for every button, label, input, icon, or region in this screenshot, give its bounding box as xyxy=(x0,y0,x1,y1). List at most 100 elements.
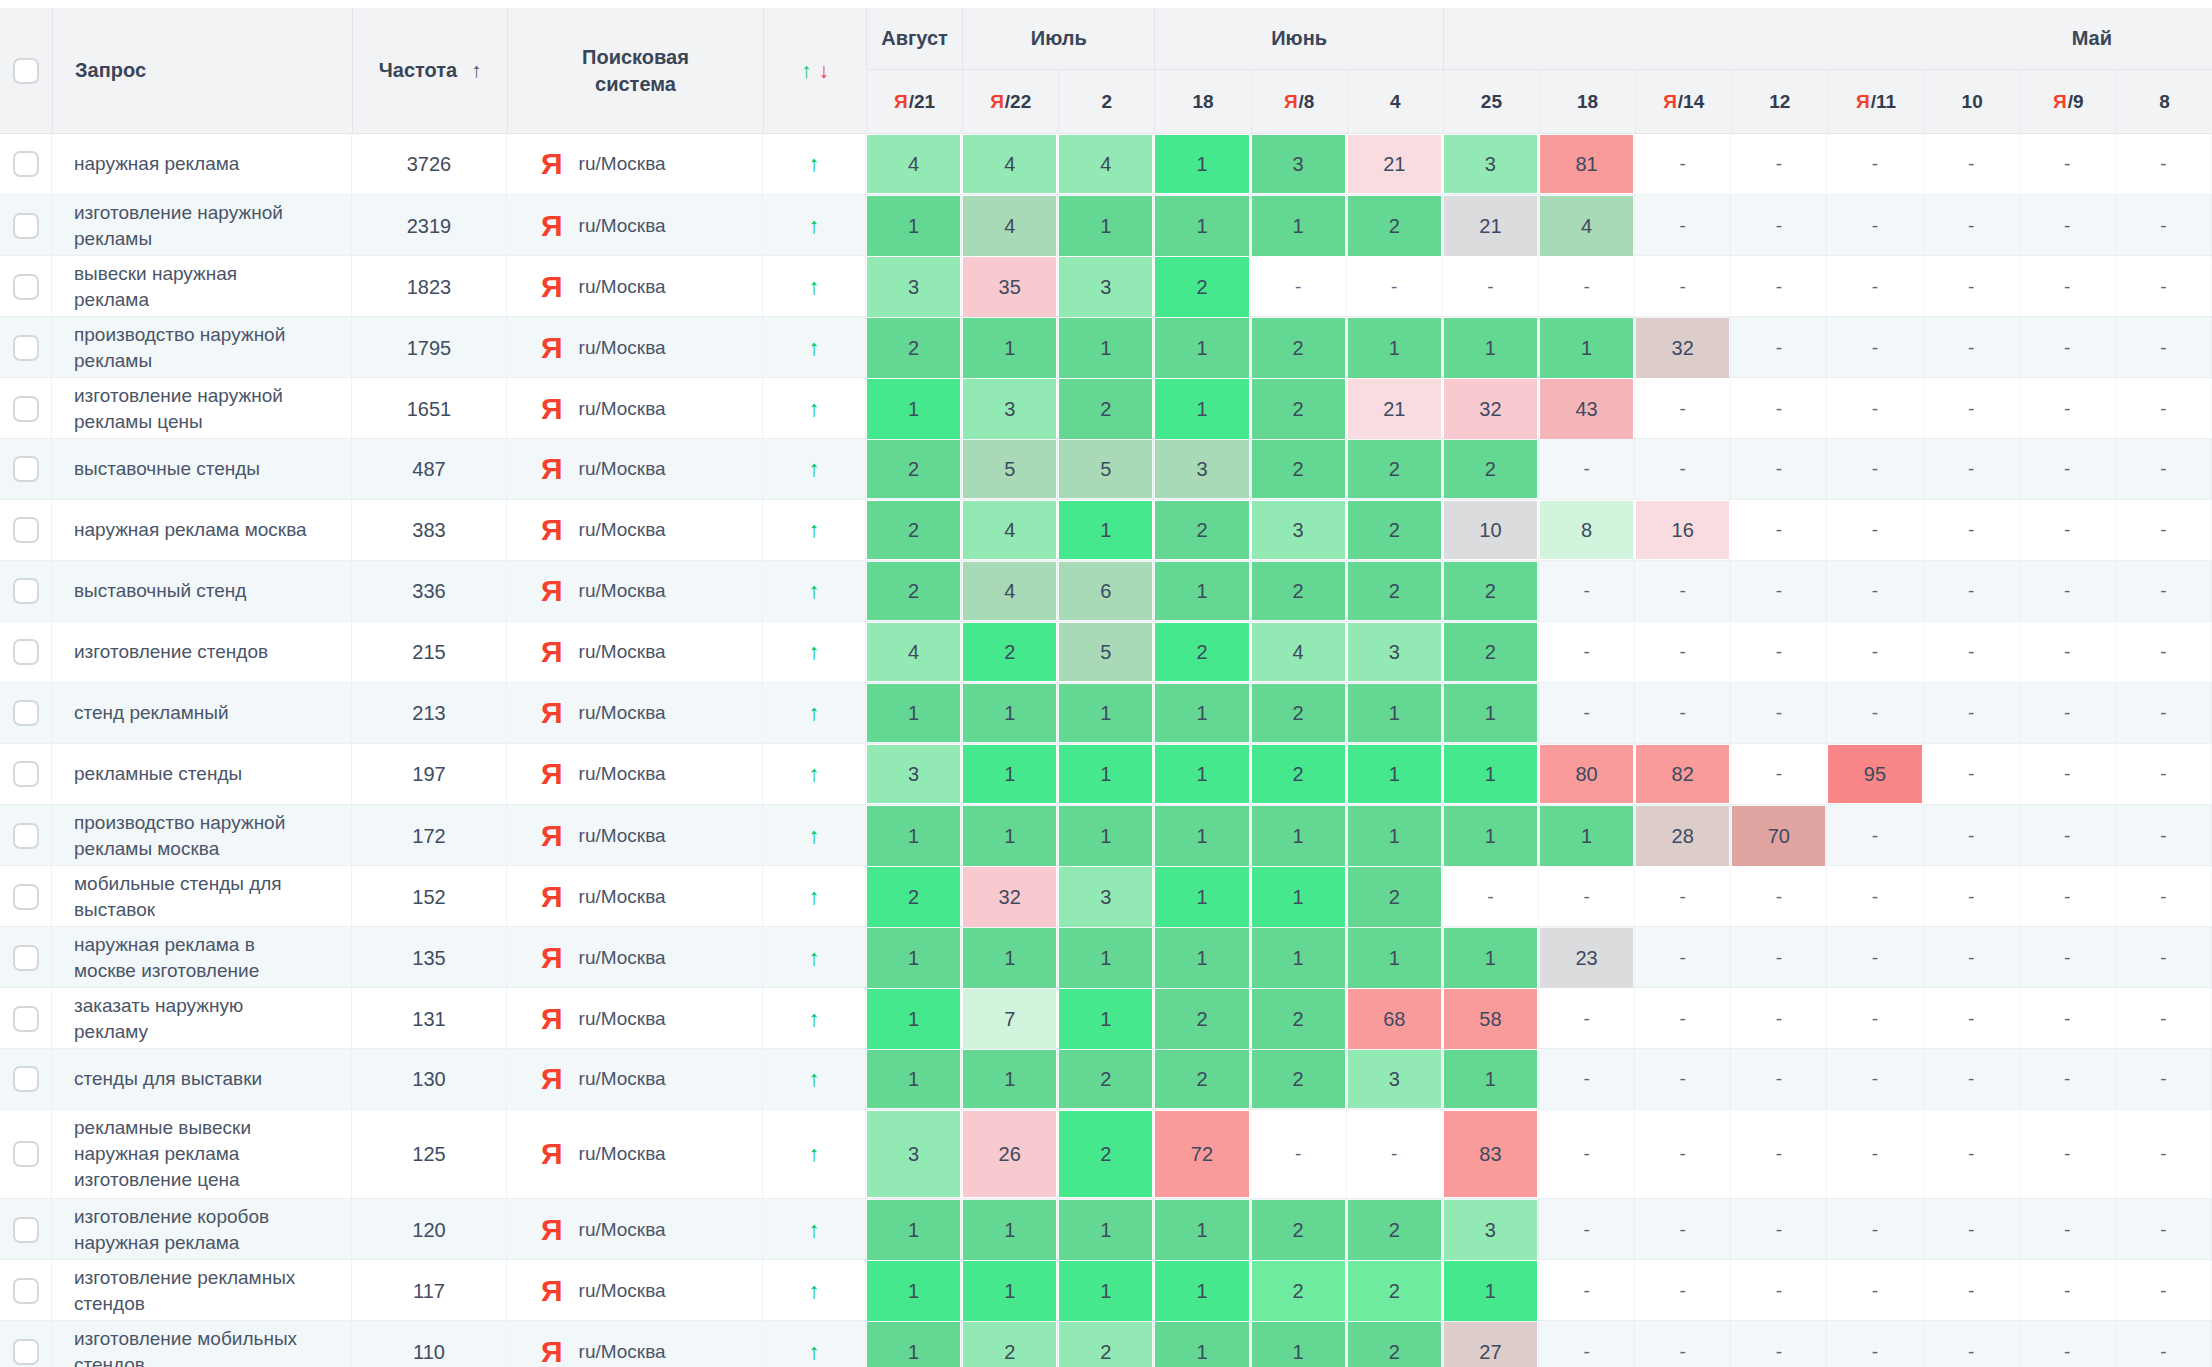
position-cell[interactable]: - xyxy=(1635,1321,1731,1367)
row-checkbox[interactable] xyxy=(13,1141,39,1167)
query-cell[interactable]: вывески наружная реклама xyxy=(52,256,352,318)
position-cell[interactable]: 1 xyxy=(1058,683,1154,743)
position-cell[interactable]: 3 xyxy=(1251,500,1347,560)
row-checkbox[interactable] xyxy=(13,578,39,604)
position-cell[interactable]: - xyxy=(1827,256,1923,318)
position-cell[interactable]: 5 xyxy=(1058,622,1154,682)
position-cell[interactable]: 35 xyxy=(962,256,1058,318)
position-cell[interactable]: 3 xyxy=(866,1110,962,1198)
position-cell[interactable]: 7 xyxy=(962,988,1058,1050)
position-cell[interactable]: 43 xyxy=(1539,378,1635,440)
date-column-header[interactable]: Я/11 xyxy=(1827,70,1923,133)
position-cell[interactable]: - xyxy=(2116,1049,2212,1109)
position-cell[interactable]: 3 xyxy=(866,256,962,318)
row-checkbox[interactable] xyxy=(13,1217,39,1243)
position-cell[interactable]: - xyxy=(2020,500,2116,560)
position-cell[interactable]: 1 xyxy=(1154,683,1250,743)
position-cell[interactable]: 1 xyxy=(1443,317,1539,379)
position-cell[interactable]: 2 xyxy=(866,439,962,499)
position-cell[interactable]: 1 xyxy=(1058,744,1154,804)
position-cell[interactable]: - xyxy=(2116,256,2212,318)
position-cell[interactable]: 1 xyxy=(866,927,962,989)
position-cell[interactable]: 2 xyxy=(1251,744,1347,804)
position-cell[interactable]: 4 xyxy=(866,622,962,682)
position-cell[interactable]: - xyxy=(1731,1199,1827,1261)
query-cell[interactable]: мобильные стенды для выставок xyxy=(52,866,352,928)
position-cell[interactable]: - xyxy=(1539,683,1635,743)
position-cell[interactable]: 2 xyxy=(1347,561,1443,621)
position-cell[interactable]: 1 xyxy=(962,683,1058,743)
position-cell[interactable]: 2 xyxy=(1251,988,1347,1050)
position-cell[interactable]: - xyxy=(1731,500,1827,560)
position-cell[interactable]: - xyxy=(1635,1049,1731,1109)
position-cell[interactable]: 3 xyxy=(1058,256,1154,318)
position-cell[interactable]: 4 xyxy=(962,561,1058,621)
position-cell[interactable]: 70 xyxy=(1731,805,1827,867)
position-cell[interactable]: 1 xyxy=(1154,866,1250,928)
position-cell[interactable]: - xyxy=(1731,439,1827,499)
position-cell[interactable]: - xyxy=(1827,683,1923,743)
position-cell[interactable]: - xyxy=(1539,1110,1635,1198)
date-column-header[interactable]: Я/9 xyxy=(2020,70,2116,133)
date-column-header[interactable]: Я/22 xyxy=(962,70,1058,133)
position-cell[interactable]: - xyxy=(1635,1110,1731,1198)
position-cell[interactable]: - xyxy=(2116,500,2212,560)
position-cell[interactable]: - xyxy=(1827,988,1923,1050)
row-checkbox[interactable] xyxy=(13,1339,39,1365)
position-cell[interactable]: - xyxy=(1539,1321,1635,1367)
position-cell[interactable]: - xyxy=(1924,378,2020,440)
position-cell[interactable]: 72 xyxy=(1154,1110,1250,1198)
row-checkbox[interactable] xyxy=(13,151,39,177)
position-cell[interactable]: 1 xyxy=(1539,805,1635,867)
position-cell[interactable]: 26 xyxy=(962,1110,1058,1198)
position-cell[interactable]: 1 xyxy=(962,1049,1058,1109)
position-cell[interactable]: - xyxy=(2116,805,2212,867)
row-checkbox[interactable] xyxy=(13,396,39,422)
position-cell[interactable]: 32 xyxy=(1443,378,1539,440)
position-cell[interactable]: - xyxy=(2020,1110,2116,1198)
column-header-query[interactable]: Запрос xyxy=(52,8,352,133)
position-cell[interactable]: 1 xyxy=(1251,866,1347,928)
position-cell[interactable]: 2 xyxy=(1251,317,1347,379)
position-cell[interactable]: - xyxy=(1539,1260,1635,1322)
position-cell[interactable]: 1 xyxy=(1058,500,1154,560)
position-cell[interactable]: 2 xyxy=(1154,500,1250,560)
position-cell[interactable]: - xyxy=(2116,1321,2212,1367)
position-cell[interactable]: - xyxy=(1347,1110,1443,1198)
position-cell[interactable]: 1 xyxy=(1154,195,1250,257)
position-cell[interactable]: - xyxy=(2116,317,2212,379)
position-cell[interactable]: 1 xyxy=(1154,744,1250,804)
row-checkbox[interactable] xyxy=(13,335,39,361)
position-cell[interactable]: 2 xyxy=(1058,1110,1154,1198)
position-cell[interactable]: - xyxy=(2116,439,2212,499)
position-cell[interactable]: 1 xyxy=(1154,317,1250,379)
query-cell[interactable]: наружная реклама в москве изготовление xyxy=(52,927,352,989)
date-column-header[interactable]: Я/8 xyxy=(1251,70,1347,133)
position-cell[interactable]: 1 xyxy=(1443,744,1539,804)
position-cell[interactable]: - xyxy=(1635,439,1731,499)
position-cell[interactable]: 3 xyxy=(1443,134,1539,194)
query-cell[interactable]: выставочные стенды xyxy=(52,439,352,499)
position-cell[interactable]: 1 xyxy=(962,1199,1058,1261)
position-cell[interactable]: 1 xyxy=(1251,927,1347,989)
position-cell[interactable]: 2 xyxy=(1347,195,1443,257)
position-cell[interactable]: 2 xyxy=(866,317,962,379)
position-cell[interactable]: - xyxy=(1827,805,1923,867)
date-column-header[interactable]: 8 xyxy=(2116,70,2212,133)
position-cell[interactable]: 2 xyxy=(1251,439,1347,499)
position-cell[interactable]: 28 xyxy=(1635,805,1731,867)
date-column-header[interactable]: 4 xyxy=(1347,70,1443,133)
position-cell[interactable]: - xyxy=(1827,439,1923,499)
position-cell[interactable]: - xyxy=(1731,866,1827,928)
position-cell[interactable]: 1 xyxy=(866,988,962,1050)
position-cell[interactable]: 2 xyxy=(1347,439,1443,499)
position-cell[interactable]: - xyxy=(1635,561,1731,621)
position-cell[interactable]: - xyxy=(1731,195,1827,257)
position-cell[interactable]: - xyxy=(1827,1260,1923,1322)
query-cell[interactable]: наружная реклама xyxy=(52,134,352,194)
position-cell[interactable]: - xyxy=(2020,439,2116,499)
position-cell[interactable]: 1 xyxy=(1443,1049,1539,1109)
position-cell[interactable]: 3 xyxy=(1251,134,1347,194)
position-cell[interactable]: 4 xyxy=(866,134,962,194)
position-cell[interactable]: 2 xyxy=(866,500,962,560)
